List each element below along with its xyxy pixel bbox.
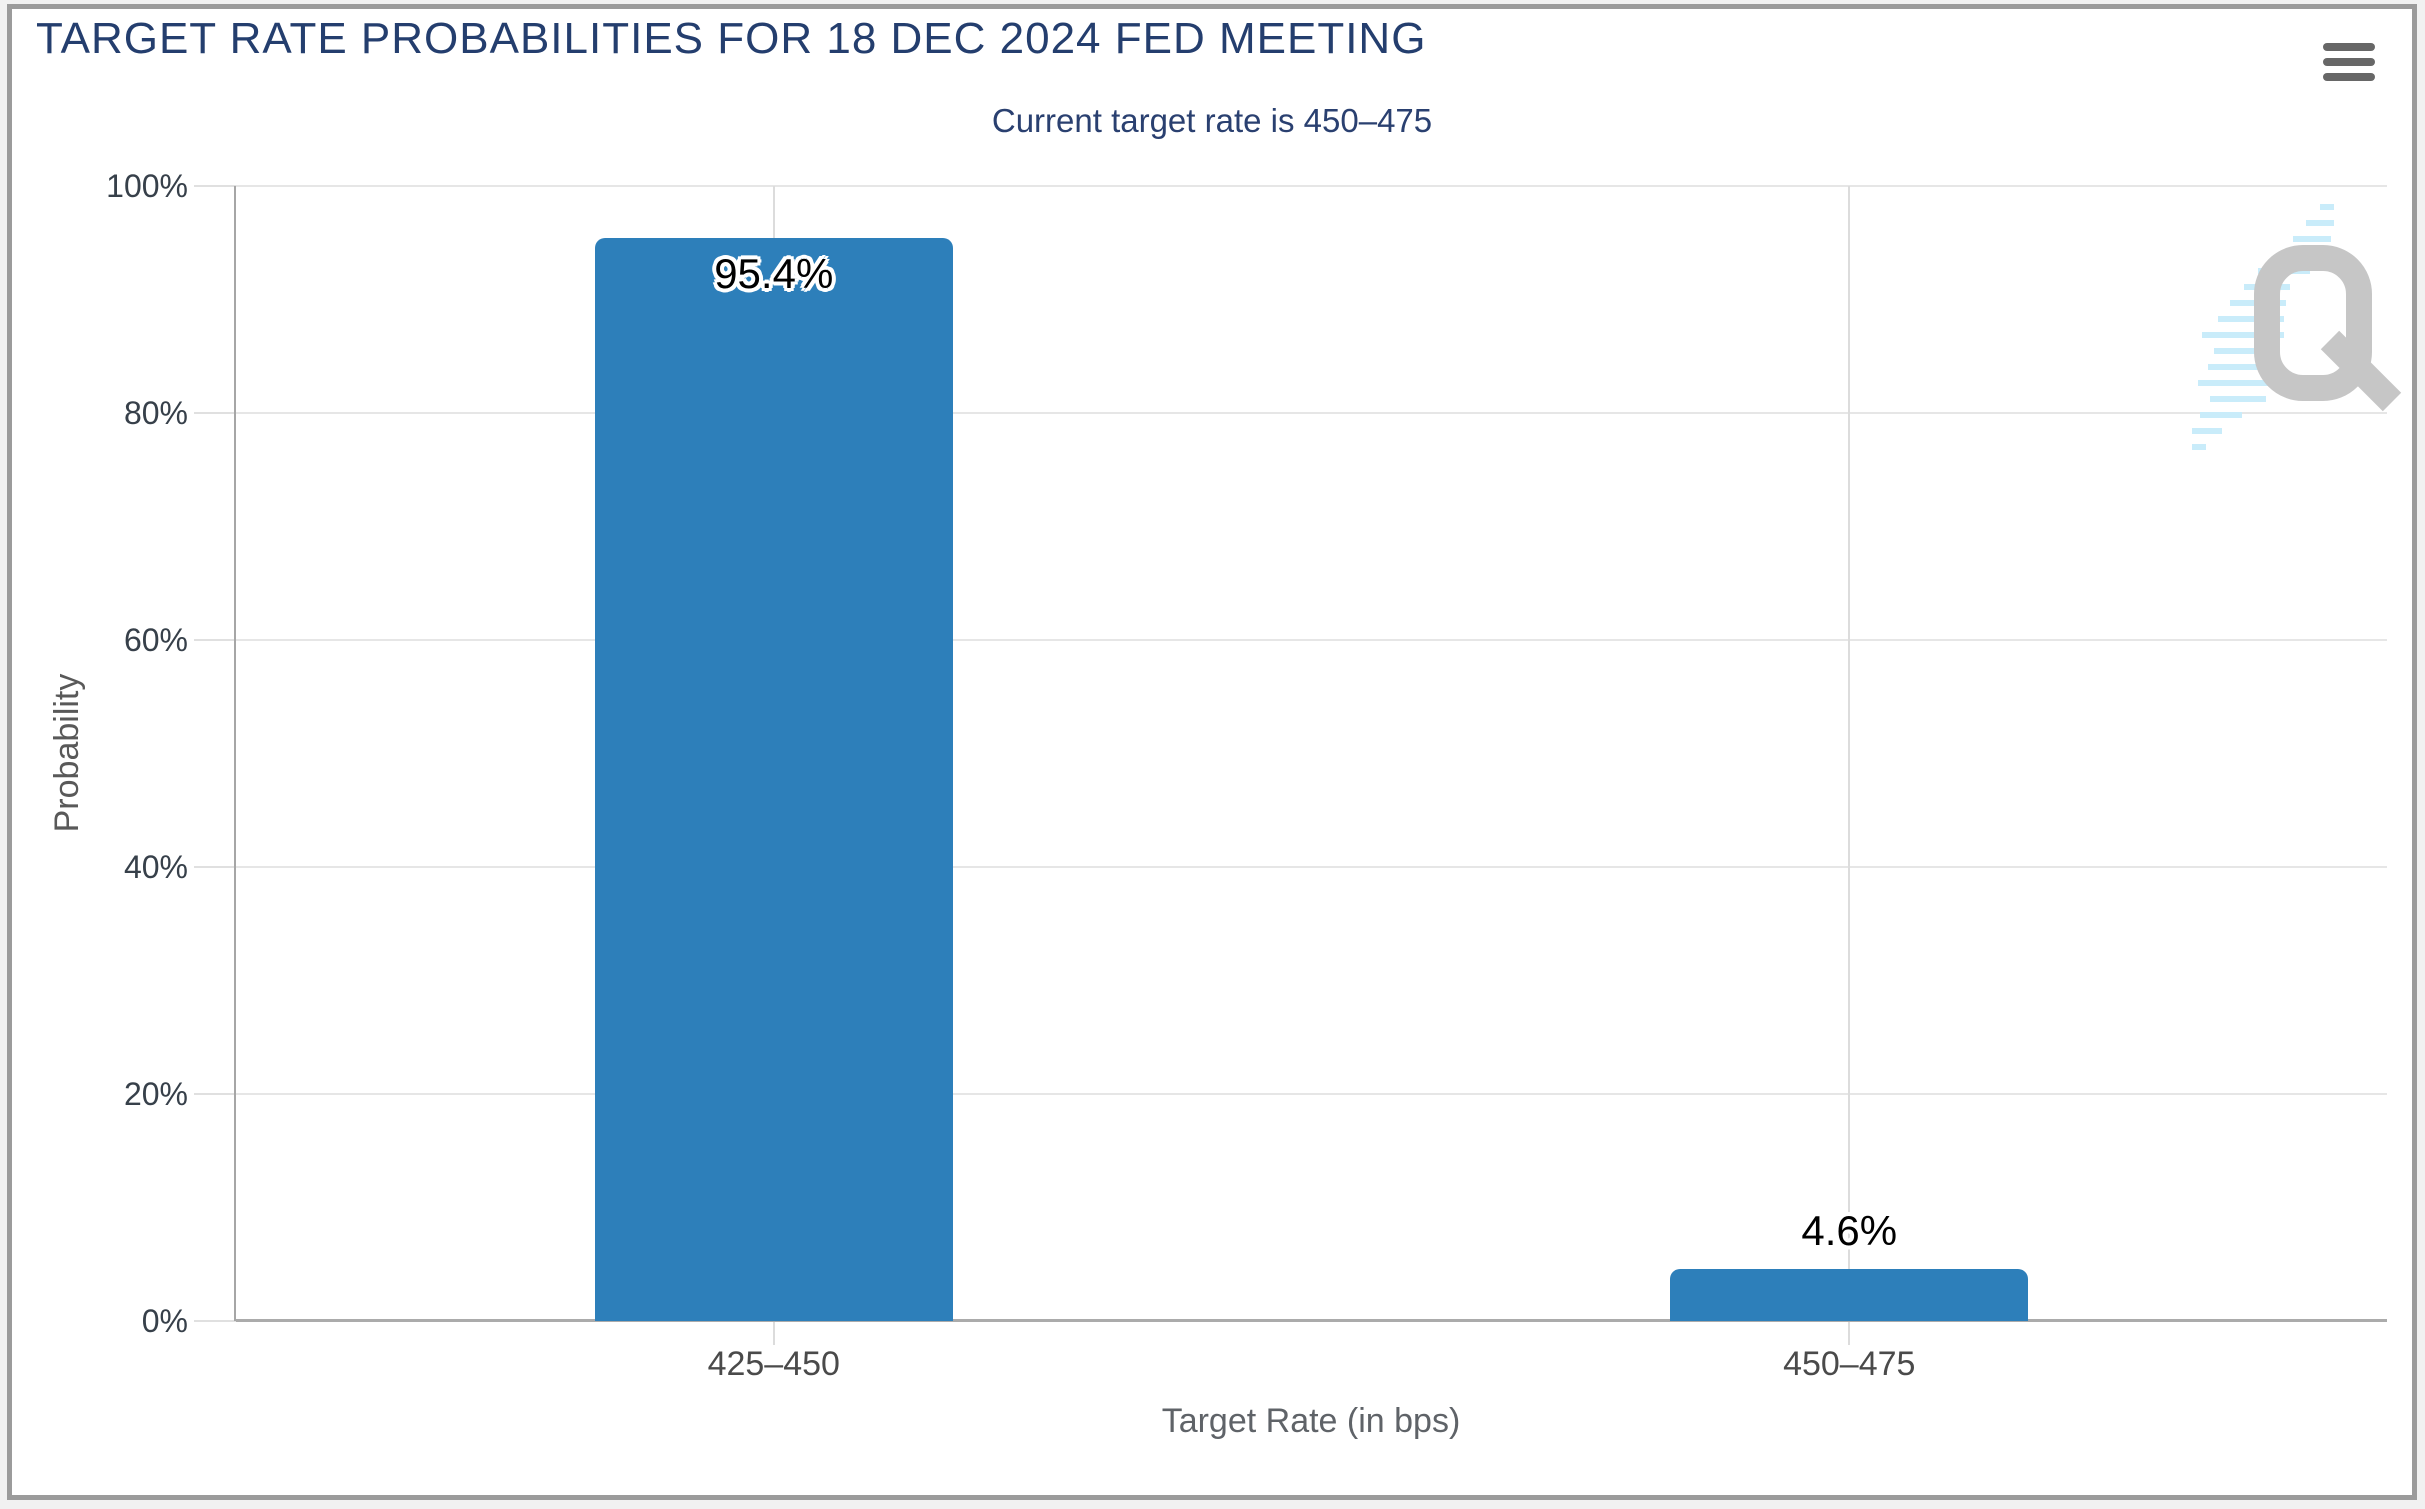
- category-label: 425–450: [707, 1345, 840, 1383]
- y-axis-tick-label: 60%: [123, 622, 188, 658]
- y-axis-tick: [194, 866, 236, 868]
- chart-panel: [7, 4, 2417, 1500]
- y-axis-tick: [194, 185, 236, 187]
- x-axis-title: Target Rate (in bps): [1161, 1402, 1461, 1440]
- hamburger-icon: [2323, 43, 2375, 51]
- hamburger-icon: [2323, 58, 2375, 66]
- y-gridline: [236, 185, 2387, 187]
- y-gridline: [236, 866, 2387, 868]
- y-axis-tick-label: 40%: [123, 849, 188, 885]
- y-axis-tick: [194, 639, 236, 641]
- y-axis-tick-label: 80%: [123, 395, 188, 431]
- x-axis-line: [236, 1319, 2387, 1322]
- y-axis-tick: [194, 1320, 236, 1322]
- y-gridline: [236, 412, 2387, 414]
- chart-subtitle: Current target rate is 450–475: [991, 102, 1433, 139]
- y-axis-tick-label: 100%: [106, 168, 188, 204]
- chart-title: TARGET RATE PROBABILITIES FOR 18 DEC 202…: [36, 14, 1427, 63]
- y-axis-line: [234, 186, 236, 1321]
- bar[interactable]: [1670, 1268, 2029, 1321]
- hamburger-icon: [2323, 73, 2375, 81]
- y-axis-tick: [194, 1093, 236, 1095]
- y-gridline: [236, 639, 2387, 641]
- bar-value-label: 95.4%: [714, 250, 834, 298]
- bar-value-label: 4.6%: [1801, 1206, 1898, 1254]
- y-axis-title: Probability: [48, 673, 86, 833]
- category-gridline: [1848, 186, 1851, 1345]
- hamburger-menu-button[interactable]: [2318, 34, 2380, 90]
- bar[interactable]: [594, 238, 953, 1321]
- category-label: 450–475: [1783, 1345, 1916, 1383]
- quikstrike-watermark-logo: [2192, 204, 2402, 450]
- y-axis-tick-label: 0%: [141, 1303, 188, 1339]
- y-gridline: [236, 1093, 2387, 1095]
- y-axis-tick: [194, 412, 236, 414]
- y-axis-tick-label: 20%: [123, 1076, 188, 1112]
